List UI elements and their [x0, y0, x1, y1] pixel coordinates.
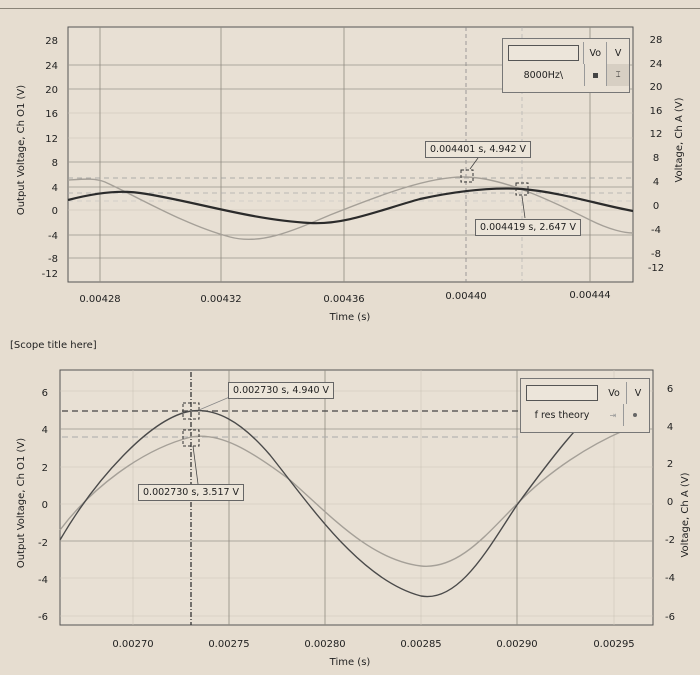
bottom-y-ticks-left: 6 4 2 0 -2 -4 -6 — [38, 388, 48, 623]
tick: -4 — [38, 575, 48, 586]
legend-color-swatch[interactable] — [526, 385, 598, 401]
legend-header-v: V — [626, 382, 649, 404]
tick: 0.00444 — [569, 290, 610, 301]
tick: 4 — [653, 177, 659, 188]
bottom-x-axis-label: Time (s) — [329, 657, 371, 668]
tick: -4 — [665, 573, 675, 584]
top-y-ticks-left: 28 24 20 16 12 8 4 0 -4 -8 -12 — [42, 36, 58, 280]
top-callout-1: 0.004401 s, 4.942 V — [425, 141, 532, 158]
tick: 4 — [52, 183, 58, 194]
bottom-series-v — [59, 429, 626, 567]
tick: 0.00428 — [79, 294, 120, 305]
tick: -12 — [648, 263, 664, 274]
tick: 24 — [650, 59, 663, 70]
legend-row-name: 8000Hz\ — [523, 69, 564, 81]
top-y-ticks-right: 28 24 20 16 12 8 4 0 -4 -8 -12 — [648, 35, 664, 274]
tick: 2 — [667, 459, 673, 470]
bottom-y-axis-label-right: Voltage, Ch A (V) — [680, 472, 691, 557]
top-series-v — [67, 176, 634, 241]
bottom-series-vo — [59, 391, 616, 598]
tick: 28 — [45, 36, 58, 47]
tick: 0 — [653, 201, 659, 212]
tick: 8 — [653, 153, 659, 164]
tick: 0.00295 — [593, 639, 634, 650]
tick: 0 — [42, 500, 48, 511]
tick: -12 — [42, 269, 58, 280]
top-cursor-marker-1[interactable] — [460, 169, 474, 183]
tick: -2 — [665, 535, 675, 546]
dot-marker-icon[interactable] — [623, 404, 646, 426]
page-top-rule — [0, 8, 700, 9]
bottom-callout-1: 0.002730 s, 4.940 V — [228, 382, 335, 399]
top-legend[interactable]: Vo V 8000Hz\ ⌶ — [502, 38, 630, 93]
top-x-axis-label: Time (s) — [329, 312, 371, 323]
bottom-y-ticks-right: 6 4 2 0 -2 -4 -6 — [665, 384, 675, 623]
tick: 12 — [650, 129, 663, 140]
square-marker-icon[interactable] — [583, 64, 607, 86]
legend-header-vo: Vo — [583, 42, 606, 64]
bottom-x-ticks: 0.00270 0.00275 0.00280 0.00285 0.00290 … — [112, 639, 634, 650]
tick: 0 — [667, 497, 673, 508]
tick: 2 — [42, 463, 48, 474]
tick: 0.00436 — [323, 294, 364, 305]
tick: 0.00285 — [400, 639, 441, 650]
legend-header-vo: Vo — [608, 387, 620, 399]
tick: 0.00432 — [200, 294, 241, 305]
tick: 16 — [45, 109, 58, 120]
bottom-legend[interactable]: Vo V f res theory ⇥ — [520, 378, 650, 433]
tick: 0 — [52, 206, 58, 217]
tick: 24 — [45, 61, 58, 72]
scope-title: [Scope title here] — [10, 340, 97, 351]
top-callout-2: 0.004419 s, 2.647 V — [475, 219, 582, 236]
tick: 8 — [52, 158, 58, 169]
tick: -8 — [48, 254, 58, 265]
bottom-callout-2: 0.002730 s, 3.517 V — [138, 484, 245, 501]
tick: -4 — [48, 231, 58, 242]
tick: 20 — [650, 82, 663, 93]
i-beam-marker-icon[interactable]: ⌶ — [606, 64, 630, 86]
tick: 6 — [667, 384, 673, 395]
tick: -6 — [38, 612, 48, 623]
tick: 0.00440 — [445, 291, 486, 302]
h-marker-icon[interactable]: ⇥ — [609, 410, 617, 420]
tick: -4 — [651, 225, 661, 236]
legend-header-v: V — [606, 42, 629, 64]
top-y-axis-label-left: Output Voltage, Ch O1 (V) — [16, 85, 27, 215]
legend-row-name: f res theory — [534, 409, 590, 421]
tick: 20 — [45, 85, 58, 96]
bottom-cursor-marker-2[interactable] — [182, 429, 200, 447]
tick: 6 — [42, 388, 48, 399]
top-series-vo — [67, 187, 634, 225]
tick: 0.00275 — [208, 639, 249, 650]
bottom-y-axis-label-left: Output Voltage, Ch O1 (V) — [16, 438, 27, 568]
tick: -8 — [651, 249, 661, 260]
tick: 4 — [667, 422, 673, 433]
tick: 12 — [45, 134, 58, 145]
tick: 0.00280 — [304, 639, 345, 650]
tick: 16 — [650, 106, 663, 117]
top-x-ticks: 0.00428 0.00432 0.00436 0.00440 0.00444 — [79, 290, 610, 305]
bottom-cursor-marker-1[interactable] — [182, 402, 200, 420]
tick: 0.00270 — [112, 639, 153, 650]
legend-color-swatch[interactable] — [508, 45, 580, 61]
top-y-axis-label-right: Voltage, Ch A (V) — [674, 97, 685, 182]
tick: 0.00290 — [496, 639, 537, 650]
tick: -6 — [665, 612, 675, 623]
tick: 4 — [42, 425, 48, 436]
top-cursor-marker-2[interactable] — [515, 182, 529, 196]
tick: -2 — [38, 538, 48, 549]
tick: 28 — [650, 35, 663, 46]
